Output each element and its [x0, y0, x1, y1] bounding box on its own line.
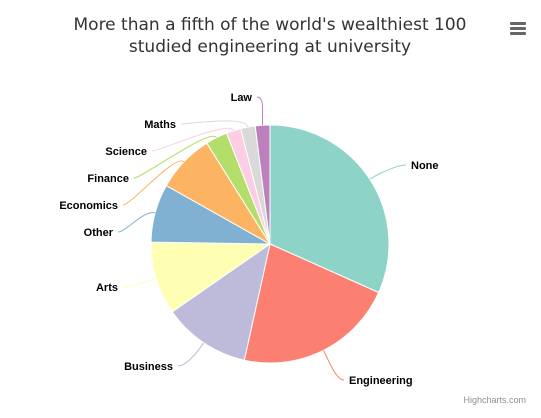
connector-other — [117, 212, 156, 233]
pie-connectors — [117, 96, 407, 381]
connector-law — [256, 96, 264, 126]
connector-business — [177, 342, 205, 367]
label-science: Science — [105, 146, 147, 158]
connector-engineering — [323, 350, 345, 381]
pie-labels: None Engineering Business Arts Other Economic… — [59, 92, 438, 387]
connector-finance — [133, 135, 217, 179]
pie-slices — [150, 124, 390, 364]
connector-economics — [122, 160, 185, 206]
label-other: Other — [84, 227, 114, 239]
label-maths: Maths — [144, 119, 176, 131]
pie-slice-law[interactable] — [254, 124, 271, 245]
chart-title-line-2: studied engineering at university — [129, 37, 411, 57]
label-law: Law — [231, 92, 253, 104]
label-business: Business — [124, 361, 173, 373]
connector-none — [369, 164, 407, 180]
credits-link[interactable]: Highcharts.com — [463, 395, 526, 405]
label-economics: Economics — [59, 200, 118, 212]
label-arts: Arts — [96, 282, 118, 294]
export-menu-button[interactable] — [508, 20, 528, 38]
chart-title-line-1: More than a fifth of the world's wealthi… — [74, 15, 467, 35]
connector-science — [151, 127, 235, 152]
hamburger-menu-icon — [510, 22, 526, 35]
label-none: None — [411, 160, 439, 172]
connector-maths — [180, 120, 249, 128]
label-engineering: Engineering — [349, 375, 413, 387]
pie-slice-none[interactable] — [269, 124, 390, 294]
pie-slice-engineering[interactable] — [243, 243, 380, 364]
label-finance: Finance — [87, 173, 129, 185]
connector-arts — [122, 278, 157, 288]
pie-slice-arts[interactable] — [150, 241, 272, 313]
